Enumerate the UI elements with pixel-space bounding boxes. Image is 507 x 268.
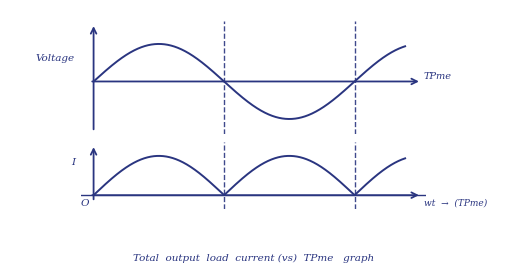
Text: I: I xyxy=(71,158,75,167)
Text: Total  output  load  current (vs)  TPme   graph: Total output load current (vs) TPme grap… xyxy=(133,254,374,263)
Text: Voltage: Voltage xyxy=(36,54,75,64)
Text: O: O xyxy=(80,199,89,208)
Text: TPme: TPme xyxy=(424,72,452,81)
Text: wt  →  (TPme): wt → (TPme) xyxy=(424,199,487,208)
